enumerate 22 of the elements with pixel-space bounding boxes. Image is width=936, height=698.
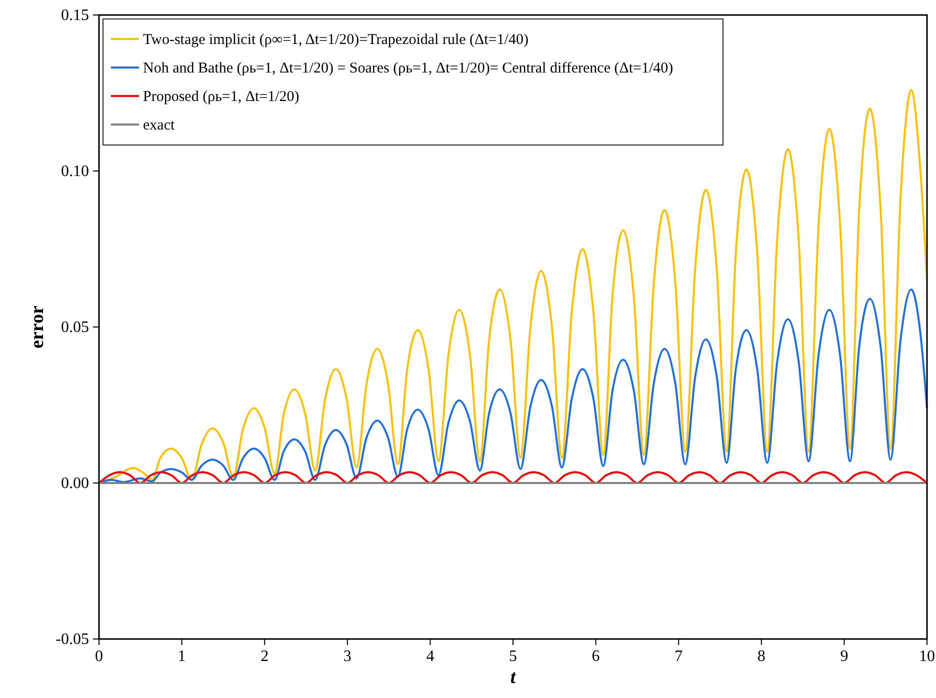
x-tick-label: 9 [840, 648, 848, 665]
x-tick-label: 7 [674, 648, 683, 665]
y-tick-label: 0.15 [61, 7, 89, 24]
x-tick-label: 8 [757, 648, 766, 665]
x-tick-label: 4 [426, 648, 434, 665]
x-axis-title: t [510, 667, 516, 688]
x-tick-label: 3 [343, 648, 352, 665]
y-tick-label: 0.00 [61, 475, 89, 492]
x-tick-label: 1 [178, 648, 186, 665]
y-tick-label: -0.05 [56, 631, 89, 648]
x-tick-label: 0 [95, 648, 103, 665]
x-tick-label: 6 [592, 648, 600, 665]
y-tick-label: 0.10 [61, 163, 89, 180]
y-tick-label: 0.05 [61, 319, 89, 336]
legend-label: Noh and Bathe (ρь=1, Δt=1/20) = Soares (ρь=1, Δt=1/20)= Central difference (Δt=1/40) [143, 60, 674, 76]
legend-label: exact [143, 118, 176, 134]
x-tick-label: 2 [260, 648, 269, 665]
y-axis-title: error [27, 304, 48, 348]
x-tick-label: 5 [509, 648, 517, 665]
x-tick-label: 10 [919, 648, 935, 665]
legend-label: Two-stage implicit (ρ∞=1, Δt=1/20)=Trapezoidal rule (Δt=1/40) [143, 32, 528, 48]
legend-label: Proposed (ρь=1, Δt=1/20) [143, 89, 300, 105]
